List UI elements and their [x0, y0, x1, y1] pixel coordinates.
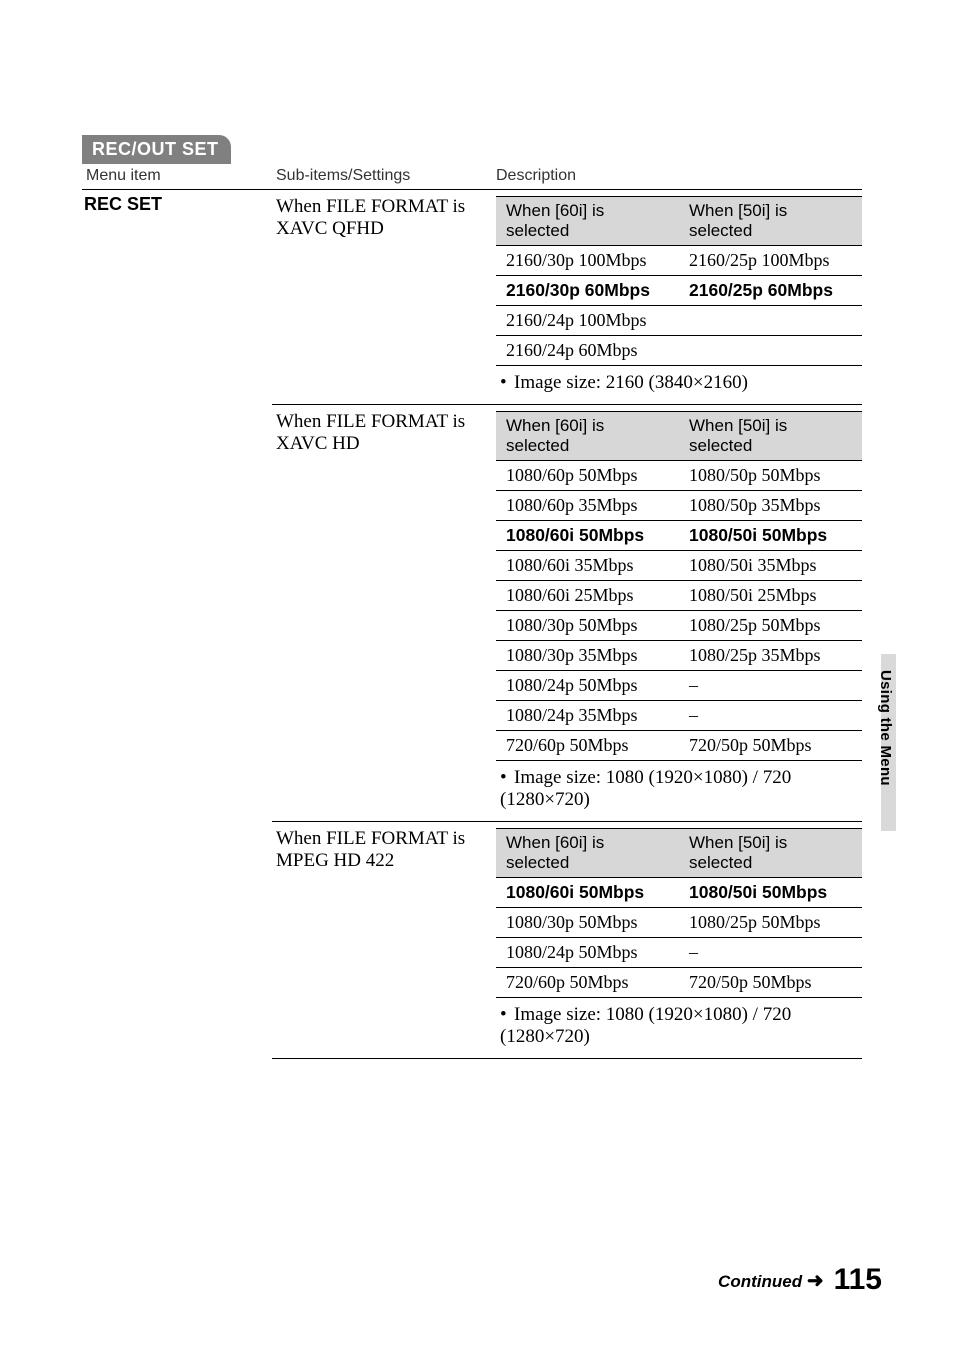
opt-r: 1080/50i 50Mbps: [679, 878, 862, 908]
options-table: When [60i] is selected When [50i] is sel…: [496, 196, 862, 366]
footer: Continued ➜ 115: [718, 1263, 882, 1297]
opt-l: 1080/24p 35Mbps: [496, 701, 679, 731]
inner-header-row: When [60i] is selected When [50i] is sel…: [496, 829, 862, 878]
opt-r: 720/50p 50Mbps: [679, 968, 862, 998]
description-cell: When [60i] is selected When [50i] is sel…: [492, 190, 862, 405]
inner-header-row: When [60i] is selected When [50i] is sel…: [496, 197, 862, 246]
opt-r: [679, 306, 862, 336]
option-row: 1080/24p 50Mbps–: [496, 938, 862, 968]
option-row: 1080/60i 50Mbps1080/50i 50Mbps: [496, 521, 862, 551]
note: •Image size: 1080 (1920×1080) / 720 (128…: [496, 761, 862, 811]
description-cell: When [60i] is selected When [50i] is sel…: [492, 405, 862, 822]
arrow-icon: ➜: [807, 1270, 824, 1292]
opt-r: 1080/25p 35Mbps: [679, 641, 862, 671]
inner-header-right: When [50i] is selected: [679, 197, 862, 246]
opt-r: 720/50p 50Mbps: [679, 731, 862, 761]
opt-l: 720/60p 50Mbps: [496, 968, 679, 998]
continued-text: Continued: [718, 1272, 802, 1291]
opt-r: 1080/50i 50Mbps: [679, 521, 862, 551]
note: •Image size: 2160 (3840×2160): [496, 366, 862, 394]
header-desc: Description: [492, 164, 862, 190]
inner-header-left: When [60i] is selected: [496, 829, 679, 878]
opt-r: –: [679, 701, 862, 731]
option-row: 1080/60i 35Mbps1080/50i 35Mbps: [496, 551, 862, 581]
note-text: Image size: 2160 (3840×2160): [514, 372, 748, 393]
option-row: 1080/24p 35Mbps–: [496, 701, 862, 731]
side-tab: Using the Menu: [872, 670, 896, 815]
inner-header-left: When [60i] is selected: [496, 197, 679, 246]
subitem-text: When FILE FORMAT is MPEG HD 422: [272, 822, 492, 1059]
option-row: 1080/60p 50Mbps1080/50p 50Mbps: [496, 461, 862, 491]
continued-label: Continued ➜: [718, 1268, 824, 1293]
opt-l: 1080/30p 50Mbps: [496, 611, 679, 641]
opt-l: 2160/30p 60Mbps: [496, 276, 679, 306]
section-tag: REC/OUT SET: [82, 135, 231, 164]
opt-l: 2160/30p 100Mbps: [496, 246, 679, 276]
opt-l: 1080/60i 35Mbps: [496, 551, 679, 581]
opt-r: –: [679, 671, 862, 701]
note-text: Image size: 1080 (1920×1080) / 720 (1280…: [500, 767, 791, 810]
option-row: 720/60p 50Mbps720/50p 50Mbps: [496, 731, 862, 761]
opt-l: 2160/24p 60Mbps: [496, 336, 679, 366]
subitem-text: When FILE FORMAT is XAVC QFHD: [272, 190, 492, 405]
opt-r: 1080/50p 35Mbps: [679, 491, 862, 521]
opt-r: –: [679, 938, 862, 968]
opt-l: 1080/30p 35Mbps: [496, 641, 679, 671]
opt-l: 1080/30p 50Mbps: [496, 908, 679, 938]
header-sub: Sub-items/Settings: [272, 164, 492, 190]
inner-header-right: When [50i] is selected: [679, 829, 862, 878]
option-row: 1080/30p 50Mbps1080/25p 50Mbps: [496, 611, 862, 641]
opt-r: 2160/25p 60Mbps: [679, 276, 862, 306]
opt-l: 1080/60i 50Mbps: [496, 521, 679, 551]
opt-r: 1080/50i 25Mbps: [679, 581, 862, 611]
opt-l: 1080/60p 50Mbps: [496, 461, 679, 491]
option-row: 1080/30p 35Mbps1080/25p 35Mbps: [496, 641, 862, 671]
opt-r: 1080/50p 50Mbps: [679, 461, 862, 491]
option-row: 1080/30p 50Mbps1080/25p 50Mbps: [496, 908, 862, 938]
side-tab-label: Using the Menu: [877, 670, 894, 786]
subitem-text: When FILE FORMAT is XAVC HD: [272, 405, 492, 822]
opt-r: 1080/25p 50Mbps: [679, 908, 862, 938]
option-row: 2160/30p 100Mbps2160/25p 100Mbps: [496, 246, 862, 276]
page-number: 115: [834, 1263, 882, 1297]
opt-l: 1080/60i 50Mbps: [496, 878, 679, 908]
option-row: 1080/60i 25Mbps1080/50i 25Mbps: [496, 581, 862, 611]
inner-header-left: When [60i] is selected: [496, 412, 679, 461]
header-menu: Menu item: [82, 164, 272, 190]
menu-item: REC SET: [82, 190, 272, 1059]
inner-header-row: When [60i] is selected When [50i] is sel…: [496, 412, 862, 461]
note: •Image size: 1080 (1920×1080) / 720 (128…: [496, 998, 862, 1048]
options-table: When [60i] is selected When [50i] is sel…: [496, 828, 862, 998]
table-header-row: Menu item Sub-items/Settings Description: [82, 164, 862, 190]
settings-table: Menu item Sub-items/Settings Description…: [82, 164, 862, 1059]
options-table: When [60i] is selected When [50i] is sel…: [496, 411, 862, 761]
opt-l: 2160/24p 100Mbps: [496, 306, 679, 336]
inner-header-right: When [50i] is selected: [679, 412, 862, 461]
table-row: REC SET When FILE FORMAT is XAVC QFHD Wh…: [82, 190, 862, 405]
note-text: Image size: 1080 (1920×1080) / 720 (1280…: [500, 1004, 791, 1047]
opt-r: [679, 336, 862, 366]
option-row: 1080/60p 35Mbps1080/50p 35Mbps: [496, 491, 862, 521]
opt-l: 1080/60i 25Mbps: [496, 581, 679, 611]
option-row: 1080/24p 50Mbps–: [496, 671, 862, 701]
opt-r: 2160/25p 100Mbps: [679, 246, 862, 276]
opt-l: 1080/24p 50Mbps: [496, 671, 679, 701]
option-row: 2160/24p 60Mbps: [496, 336, 862, 366]
description-cell: When [60i] is selected When [50i] is sel…: [492, 822, 862, 1059]
opt-l: 720/60p 50Mbps: [496, 731, 679, 761]
opt-r: 1080/50i 35Mbps: [679, 551, 862, 581]
option-row: 1080/60i 50Mbps1080/50i 50Mbps: [496, 878, 862, 908]
opt-r: 1080/25p 50Mbps: [679, 611, 862, 641]
opt-l: 1080/60p 35Mbps: [496, 491, 679, 521]
option-row: 2160/30p 60Mbps2160/25p 60Mbps: [496, 276, 862, 306]
option-row: 2160/24p 100Mbps: [496, 306, 862, 336]
option-row: 720/60p 50Mbps720/50p 50Mbps: [496, 968, 862, 998]
opt-l: 1080/24p 50Mbps: [496, 938, 679, 968]
